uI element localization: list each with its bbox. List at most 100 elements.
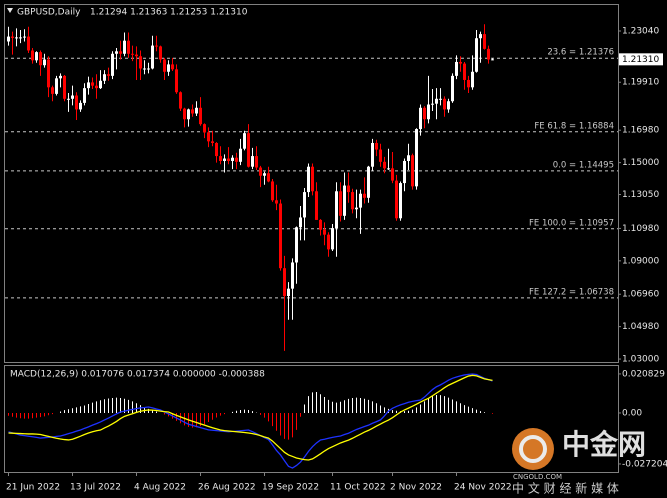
candle-body [487, 48, 490, 60]
candle-body [59, 75, 62, 79]
candle-body [27, 36, 30, 51]
candle-body [127, 40, 130, 54]
candle-body [243, 133, 246, 149]
y-tick-label: 1.06960 [622, 290, 659, 300]
candle-body [435, 98, 438, 104]
candle-body [491, 59, 494, 61]
candle-body [375, 142, 378, 150]
candle-body [147, 68, 150, 70]
candle-body [351, 192, 354, 210]
x-tick-label: 2 Nov 2022 [390, 483, 442, 493]
macd-title: MACD(12,26,9) 0.017076 0.017374 0.000000… [10, 370, 265, 380]
y-tick-label: 1.16980 [622, 126, 659, 136]
candle-body [159, 46, 162, 60]
candle-body [303, 192, 306, 218]
candle-body [363, 193, 366, 198]
candle-body [207, 132, 210, 142]
candle-body [411, 155, 414, 187]
candle-body [239, 148, 242, 162]
watermark-site: CNGOLD.COM [513, 473, 562, 481]
candle-body [51, 87, 54, 94]
x-tick-label: 19 Sep 2022 [262, 483, 319, 493]
chart-title: GBPUSD,Daily [17, 8, 81, 18]
candle-body [383, 161, 386, 169]
y-tick-label: 1.04980 [622, 322, 659, 332]
candle-body [19, 37, 22, 39]
candle-body [75, 95, 78, 110]
watermark-tagline: 中 文 财 经 新 媒 体 [512, 481, 619, 496]
candle-body [287, 288, 290, 297]
candle-body [279, 203, 282, 269]
y-tick-label: 1.10980 [622, 224, 659, 234]
candle-body [171, 64, 174, 70]
symbol-icon [7, 8, 13, 13]
candle-body [79, 102, 82, 110]
candle-body [35, 52, 38, 61]
x-tick-label: 11 Oct 2022 [330, 483, 386, 493]
candle-body [291, 262, 294, 289]
macd-line [8, 373, 493, 469]
x-tick-label: 26 Aug 2022 [198, 483, 256, 493]
candle-body [83, 88, 86, 103]
y-tick-label: 1.13050 [622, 190, 659, 200]
level-label: 0.0 = 1.14495 [553, 160, 614, 170]
watermark-logo-mark [519, 435, 547, 463]
candle-body [163, 59, 166, 72]
candle-body [295, 227, 298, 263]
x-tick-label: 21 Jun 2022 [6, 483, 60, 493]
candle-body [95, 85, 98, 89]
candle-body [395, 180, 398, 219]
candle-body [467, 79, 470, 88]
candle-body [223, 158, 226, 161]
candle-body [195, 107, 198, 114]
candle-body [439, 98, 442, 100]
y-tick-label: 0.020829 [622, 369, 665, 379]
candle-body [391, 168, 394, 181]
current-price-label: 1.21310 [622, 55, 659, 65]
candle-body [135, 54, 138, 57]
candle-body [327, 234, 330, 250]
candle-body [471, 71, 474, 88]
candle-body [107, 74, 110, 76]
candle-body [23, 36, 26, 38]
candle-body [311, 166, 314, 192]
macd-panel-frame [4, 365, 619, 473]
candle-body [447, 101, 450, 110]
candle-body [319, 219, 322, 230]
candle-body [379, 149, 382, 162]
candle-body [227, 158, 230, 161]
candle-body [111, 53, 114, 76]
chart-subtitle: 1.21294 1.21363 1.21253 1.21310 [90, 8, 248, 18]
candle-body [427, 104, 430, 120]
candle-body [179, 92, 182, 109]
candle-body [423, 107, 426, 120]
candle-body [91, 82, 94, 86]
candle-body [371, 142, 374, 167]
candle-body [15, 37, 18, 39]
candle-body [283, 268, 286, 297]
candle-body [479, 34, 482, 39]
candle-body [339, 191, 342, 216]
level-label: FE 100.0 = 1.10957 [529, 218, 614, 228]
candle-body [215, 142, 218, 157]
candle-body [347, 185, 350, 193]
candle-body [255, 156, 258, 168]
candle-body [235, 157, 238, 162]
candle-body [455, 61, 458, 76]
candle-body [263, 173, 266, 176]
candle-body [47, 59, 50, 88]
candle-body [403, 160, 406, 184]
candle-body [343, 185, 346, 216]
y-tick-label: -0.027204 [622, 459, 667, 469]
candle-body [11, 36, 14, 38]
current-price-box [619, 53, 663, 66]
candle-body [475, 38, 478, 72]
candle-body [183, 108, 186, 120]
candle-body [123, 40, 126, 54]
candle-body [451, 75, 454, 102]
watermark-logo [512, 428, 554, 470]
candle-body [167, 64, 170, 72]
candle-body [307, 166, 310, 193]
level-label: FE 61.8 = 1.16884 [534, 121, 614, 131]
candle-body [231, 157, 234, 161]
